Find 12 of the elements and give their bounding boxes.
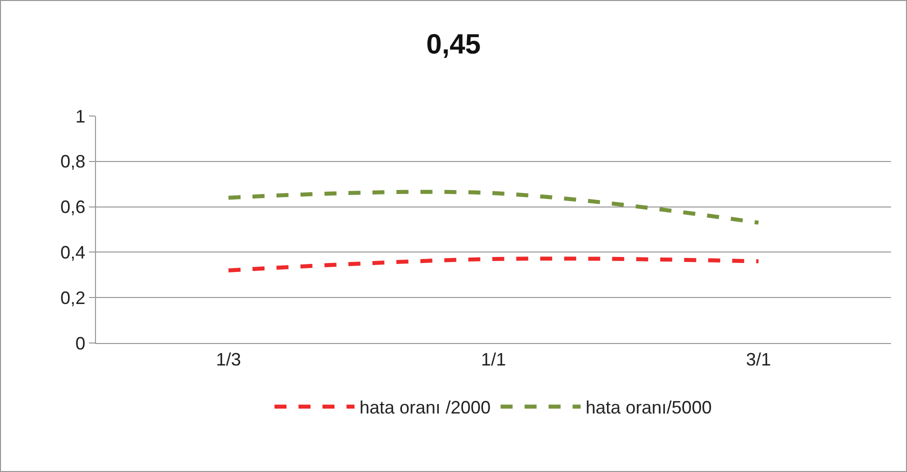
x-tick-label: 1/3 [216,350,242,370]
y-tick-label: 0,2 [60,288,86,308]
chart-title: 0,45 [426,28,481,60]
y-tick-label: 0 [75,333,86,354]
y-tick-label: 0,8 [60,152,86,172]
legend-label: hata oranı/5000 [586,398,712,418]
legend-label: hata oranı /2000 [360,398,491,418]
y-tick-label: 0,6 [60,197,86,218]
x-tick-label: 3/1 [746,350,772,370]
y-tick-label: 0,4 [60,242,86,262]
x-tick-label: 1/1 [480,350,506,370]
y-tick-label: 1 [75,106,86,126]
